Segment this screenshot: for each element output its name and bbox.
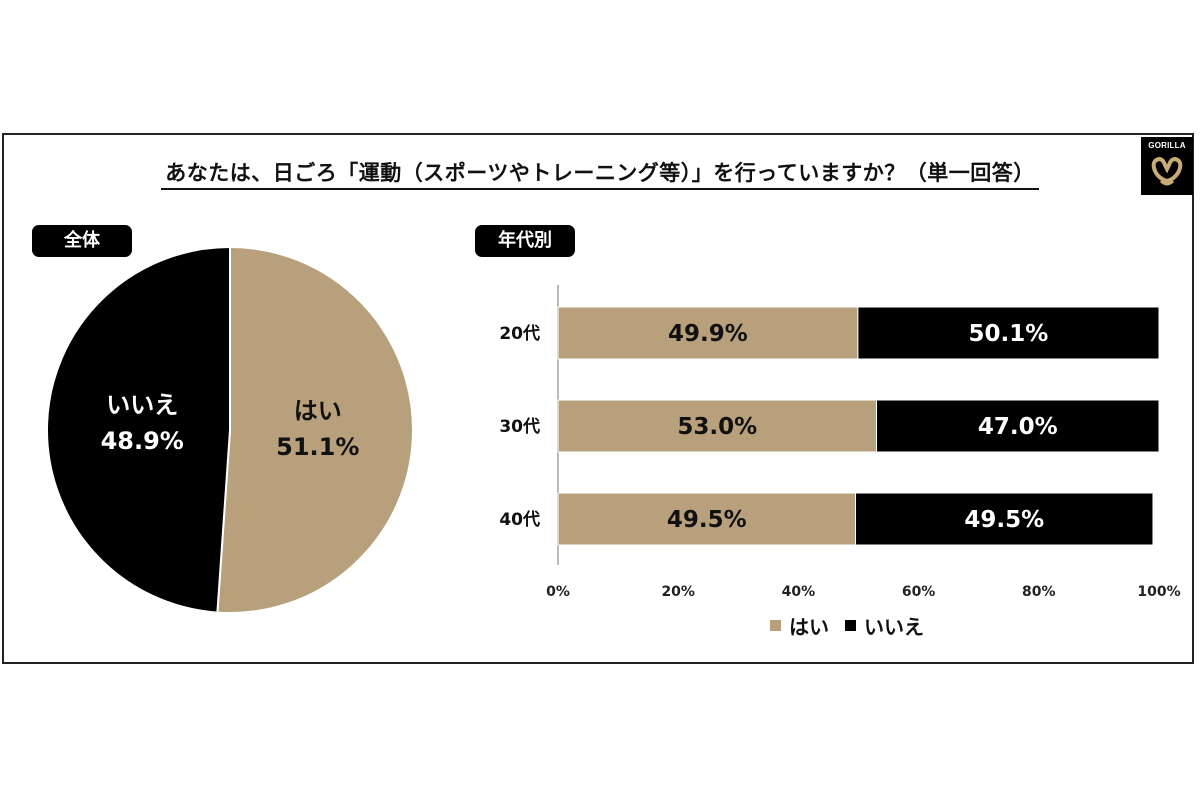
bar-segment-yes <box>557 306 859 360</box>
bar-segment-no <box>876 399 1160 453</box>
chart-title-text: あなたは、日ごろ「運動（スポーツやトレーニング等）」を行っていますか？（単一回答… <box>161 161 1039 190</box>
chart-title: あなたは、日ごろ「運動（スポーツやトレーニング等）」を行っていますか？（単一回答… <box>0 157 1200 190</box>
logo-mark <box>1151 156 1183 186</box>
legend-swatch-no <box>845 619 856 631</box>
legend-label-no: いいえ <box>864 614 924 639</box>
category-label: 40代 <box>499 509 540 530</box>
category-label: 30代 <box>499 416 540 437</box>
bar-value-label: 49.5% <box>964 507 1044 533</box>
pie-value-no: 48.9% <box>101 427 184 455</box>
bar-segment-no <box>857 306 1160 360</box>
bar-segment-yes <box>557 492 856 546</box>
bar-value-label: 53.0% <box>677 414 757 440</box>
bar-segment-yes <box>557 399 878 453</box>
bar-value-label: 49.9% <box>668 321 748 347</box>
pie-slice-no <box>46 245 231 614</box>
pie-value-yes: 51.1% <box>276 433 359 461</box>
x-tick-label: 0% <box>546 584 570 600</box>
bar-value-label: 47.0% <box>978 414 1058 440</box>
chart-legend: はい いいえ <box>770 611 924 640</box>
bar-segment-no <box>854 492 1154 546</box>
x-tick-label: 40% <box>782 584 816 600</box>
age-section-label: 年代別 <box>475 225 575 257</box>
x-tick-label: 60% <box>902 584 936 600</box>
pie-slice-yes <box>216 245 414 614</box>
legend-label-yes: はい <box>789 614 829 639</box>
logo-text: GORILLA <box>1148 141 1186 150</box>
pie-label-yes: はい <box>294 397 342 425</box>
gorilla-logo-icon: GORILLA <box>1141 137 1193 195</box>
legend-item-no: いいえ <box>845 611 924 640</box>
pie-label-no: いいえ <box>106 391 178 419</box>
x-tick-label: 100% <box>1137 584 1180 600</box>
legend-swatch-yes <box>770 619 781 631</box>
x-tick-label: 20% <box>661 584 695 600</box>
bar-value-label: 50.1% <box>969 321 1049 347</box>
bar-value-label: 49.5% <box>667 507 747 533</box>
legend-item-yes: はい <box>770 611 829 640</box>
category-label: 20代 <box>499 323 540 344</box>
x-tick-label: 80% <box>1022 584 1056 600</box>
overall-section-label: 全体 <box>32 225 132 257</box>
